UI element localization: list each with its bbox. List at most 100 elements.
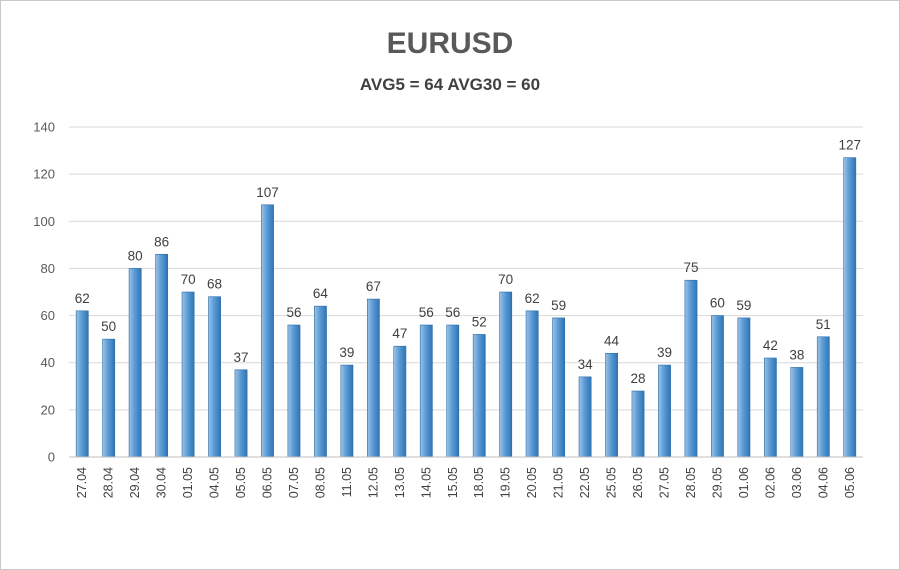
x-tick-label: 26.05 xyxy=(631,467,645,498)
x-tick-label: 08.05 xyxy=(313,467,327,498)
x-tick-label: 20.05 xyxy=(525,467,539,498)
x-tick-label: 27.04 xyxy=(75,467,89,498)
data-label: 127 xyxy=(839,138,862,153)
data-label: 86 xyxy=(154,234,169,249)
data-label: 47 xyxy=(392,326,407,341)
data-label: 67 xyxy=(366,279,381,294)
y-tick-label: 100 xyxy=(33,214,55,229)
x-tick-label: 22.05 xyxy=(578,467,592,498)
data-label: 70 xyxy=(498,272,513,287)
x-tick-label: 25.05 xyxy=(605,467,619,498)
data-label: 59 xyxy=(551,298,566,313)
data-label: 44 xyxy=(604,333,620,348)
x-tick-label: 01.05 xyxy=(181,467,195,498)
data-label: 34 xyxy=(578,357,594,372)
data-label: 56 xyxy=(445,305,460,320)
data-label: 68 xyxy=(207,277,222,292)
y-tick-label: 0 xyxy=(48,450,55,465)
x-tick-label: 30.04 xyxy=(155,467,169,498)
data-label: 42 xyxy=(763,338,778,353)
bar xyxy=(75,310,89,458)
data-label: 39 xyxy=(657,345,672,360)
bar xyxy=(737,317,751,458)
chart-title: EURUSD xyxy=(386,27,514,60)
y-tick-label: 60 xyxy=(41,308,55,323)
x-tick-label: 06.05 xyxy=(261,467,275,498)
data-label: 37 xyxy=(234,350,249,365)
x-tick-label: 19.05 xyxy=(499,467,513,498)
x-tick-label: 29.04 xyxy=(128,467,142,498)
bar xyxy=(763,357,777,458)
data-label: 59 xyxy=(736,298,751,313)
y-tick-label: 120 xyxy=(33,167,55,182)
data-label: 51 xyxy=(816,317,831,332)
x-tick-label: 28.04 xyxy=(102,467,116,498)
data-label: 52 xyxy=(472,314,487,329)
bar xyxy=(340,364,354,458)
x-tick-label: 12.05 xyxy=(366,467,380,498)
bar xyxy=(499,291,513,458)
bar xyxy=(552,317,566,458)
x-tick-label: 02.06 xyxy=(763,467,777,498)
x-tick-label: 05.06 xyxy=(843,467,857,498)
bar xyxy=(605,352,618,458)
bar xyxy=(128,268,142,458)
bar xyxy=(102,338,116,458)
bar xyxy=(525,310,539,458)
x-tick-label: 07.05 xyxy=(287,467,301,498)
x-tick-label: 04.06 xyxy=(816,467,830,498)
bar xyxy=(658,364,671,458)
data-label: 107 xyxy=(256,185,279,200)
bar xyxy=(711,315,724,458)
bar xyxy=(472,334,486,458)
bar xyxy=(816,336,830,458)
bar xyxy=(208,296,221,458)
x-tick-label: 03.06 xyxy=(790,467,804,498)
data-labels: 62 50 80 86 70 68 37 107 56 64 39 67 47 56 56 52 70 62 59 3… xyxy=(75,138,861,386)
data-label: 70 xyxy=(181,272,196,287)
x-axis: 27.04 28.04 29.04 30.04 01.05 04.05 05.05 06.05… xyxy=(69,456,863,498)
data-label: 56 xyxy=(419,305,434,320)
x-tick-label: 13.05 xyxy=(393,467,407,498)
data-label: 80 xyxy=(128,248,143,263)
data-label: 60 xyxy=(710,296,725,311)
x-tick-label: 21.05 xyxy=(552,467,566,498)
x-tick-label: 18.05 xyxy=(472,467,486,498)
bar xyxy=(366,298,380,458)
x-tick-label: 28.05 xyxy=(684,467,698,498)
bar xyxy=(261,204,274,458)
bar xyxy=(234,369,248,458)
bar xyxy=(287,324,301,458)
bars xyxy=(75,157,857,458)
x-tick-label: 14.05 xyxy=(419,467,433,498)
data-label: 28 xyxy=(631,371,646,386)
bar xyxy=(419,324,433,458)
bar xyxy=(843,157,857,458)
bar xyxy=(155,253,169,458)
y-tick-label: 140 xyxy=(33,120,55,135)
data-label: 38 xyxy=(789,347,804,362)
data-label: 75 xyxy=(683,260,698,275)
bar xyxy=(631,390,645,458)
x-tick-label: 15.05 xyxy=(446,467,460,498)
bar xyxy=(181,291,195,458)
chart-subtitle: AVG5 = 64 AVG30 = 60 xyxy=(359,75,541,94)
x-tick-label: 04.05 xyxy=(208,467,222,498)
data-label: 50 xyxy=(101,319,116,334)
data-label: 56 xyxy=(286,305,301,320)
bar xyxy=(314,305,327,458)
y-tick-label: 20 xyxy=(41,402,55,417)
y-tick-label: 40 xyxy=(41,355,55,370)
y-tick-label: 80 xyxy=(41,261,55,276)
bar xyxy=(684,279,698,458)
data-label: 62 xyxy=(75,291,90,306)
x-tick-label: 27.05 xyxy=(658,467,672,498)
bar xyxy=(790,367,804,458)
data-label: 39 xyxy=(339,345,354,360)
bar xyxy=(578,376,592,458)
bar xyxy=(393,345,407,458)
data-label: 62 xyxy=(525,291,540,306)
x-tick-label: 11.05 xyxy=(340,467,354,497)
